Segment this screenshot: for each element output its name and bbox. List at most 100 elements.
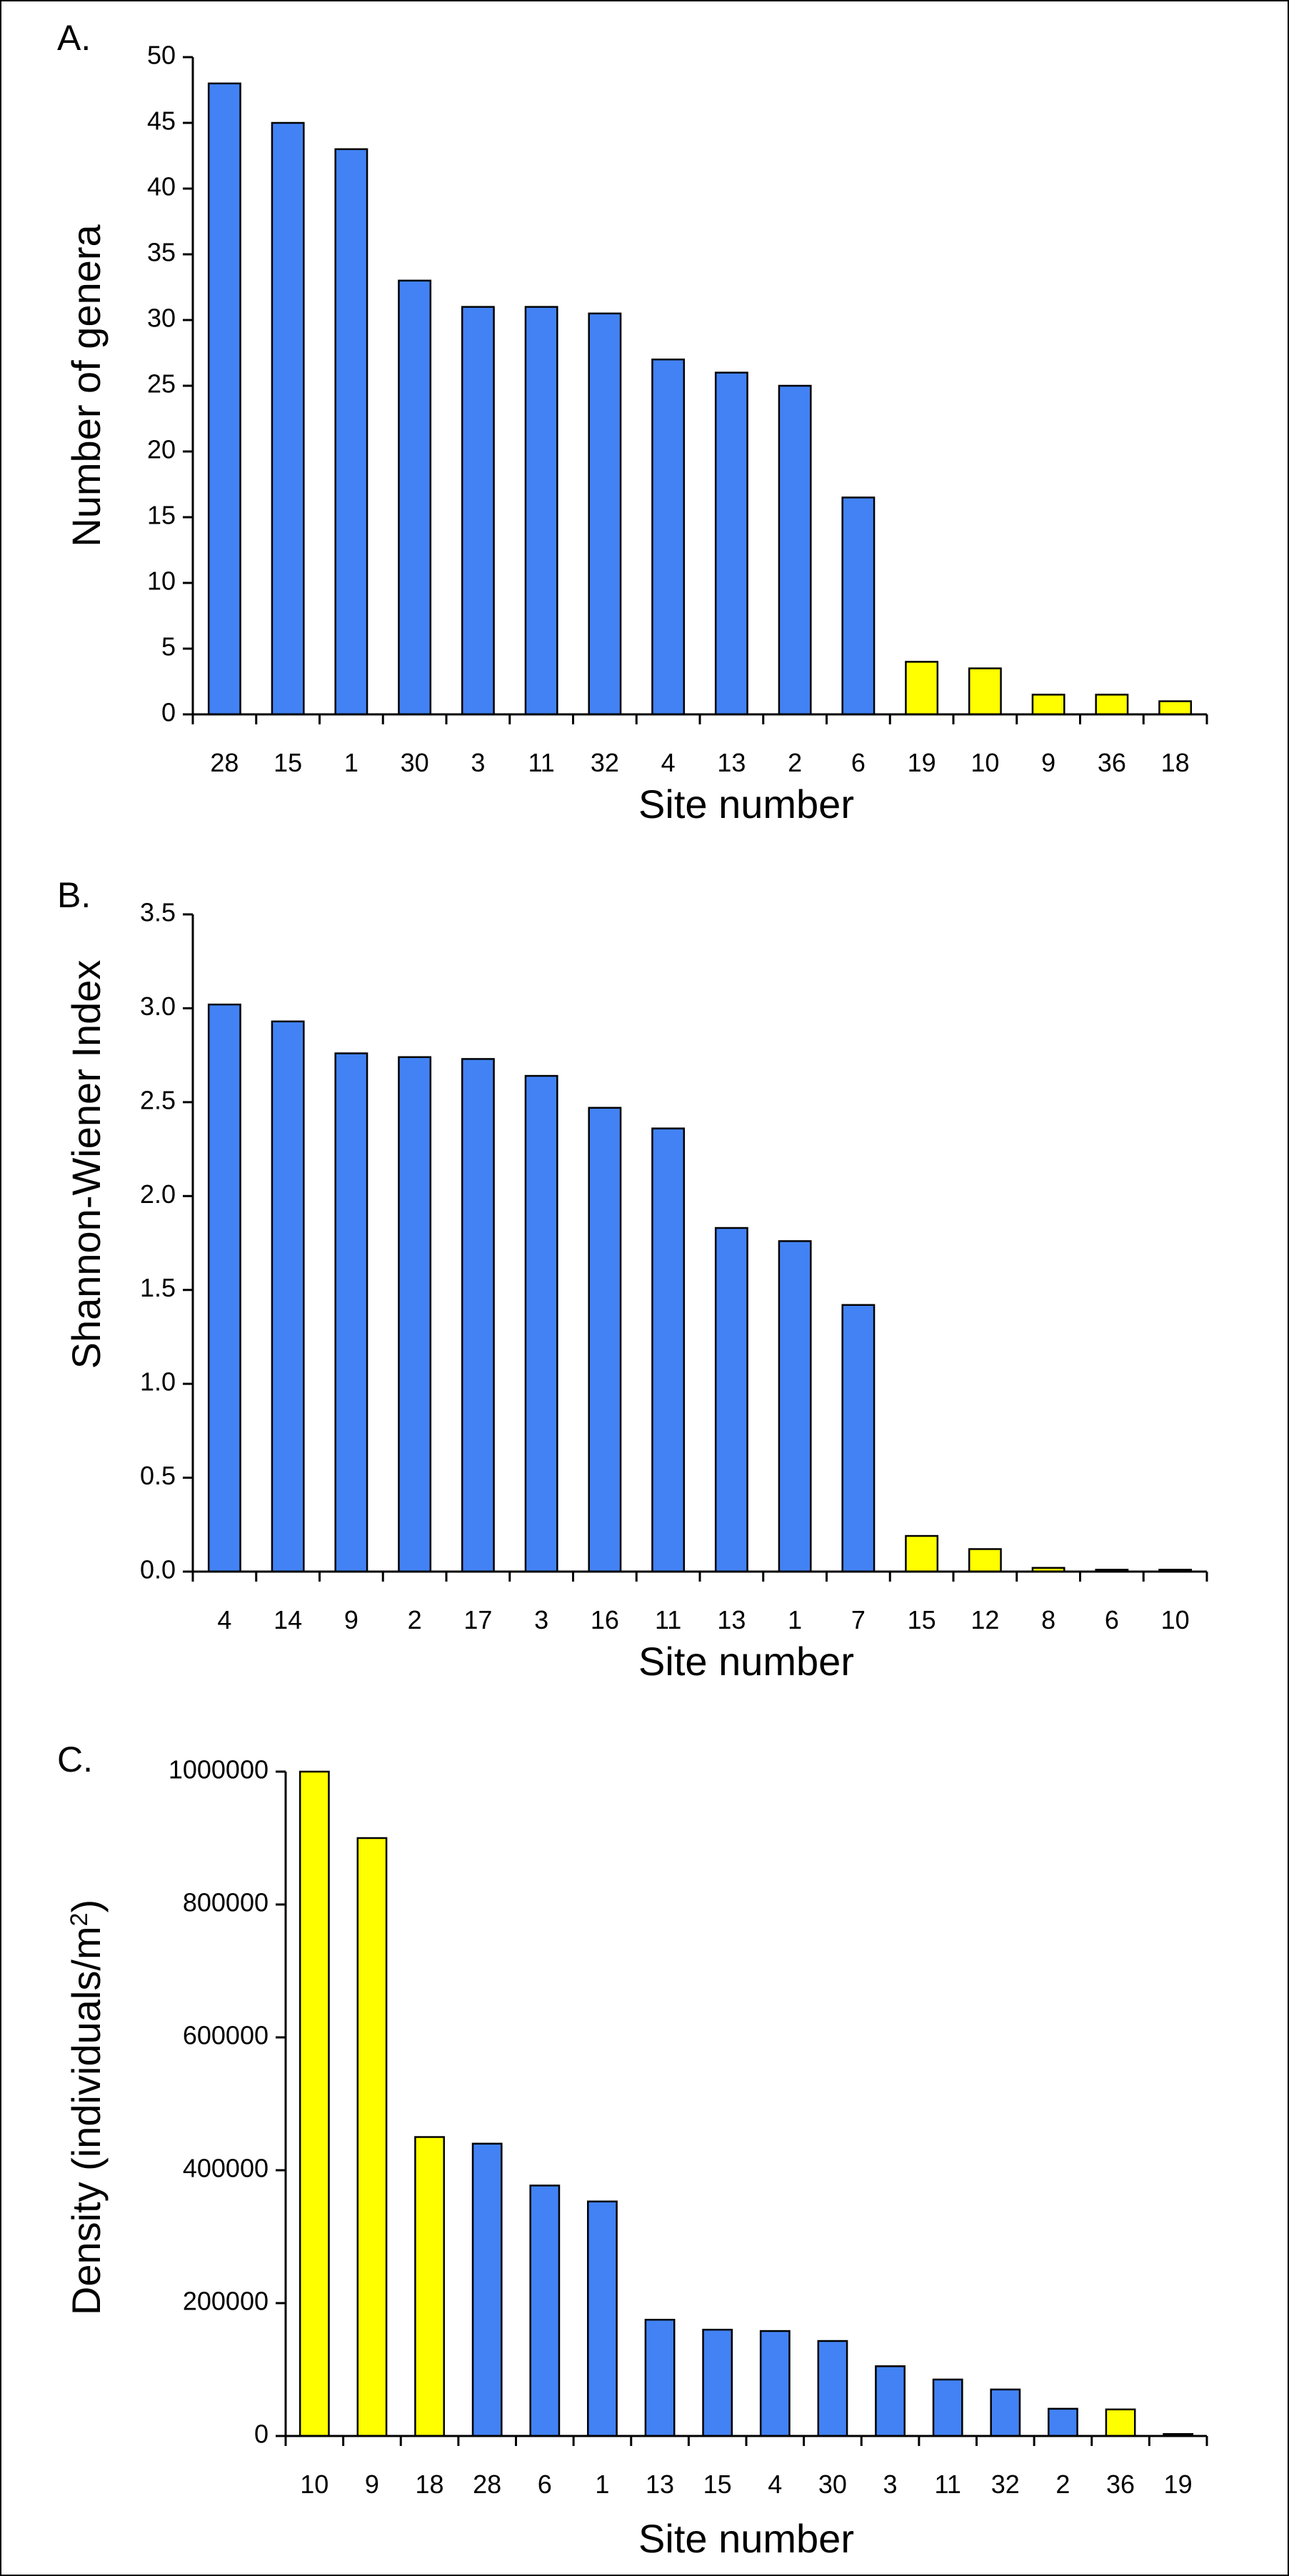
bar-a-site-6 [841, 496, 876, 716]
x-tick-label-c: 32 [991, 2470, 1020, 2499]
bar-a-site-4 [651, 358, 686, 716]
bar-b-site-7 [841, 1304, 876, 1573]
bar-b-site-12 [968, 1548, 1002, 1573]
x-tick-label-a: 13 [717, 748, 746, 777]
y-tick-label-a: 0 [161, 698, 176, 727]
bars-a [207, 82, 1193, 716]
y-tick-label-c: 800000 [183, 1888, 269, 1917]
x-tick-label-a: 1 [344, 748, 358, 777]
bar-a-site-1 [334, 148, 368, 716]
x-tick-label-c: 4 [768, 2470, 782, 2499]
x-tick-label-a: 32 [591, 748, 619, 777]
x-tick-label-c: 2 [1055, 2470, 1070, 2499]
y-tick-label-b: 2.5 [140, 1085, 176, 1114]
bar-b-site-13 [714, 1227, 748, 1573]
x-axis-b: 4 14 9 2 17 3 16 11 13 1 7 15 12 8 6 10 [191, 1570, 1208, 1634]
x-tick-label-c: 18 [416, 2470, 444, 2499]
x-tick-label-c: 9 [365, 2470, 379, 2499]
bar-a-site-3 [461, 306, 495, 716]
x-tick-label-b: 10 [1161, 1605, 1190, 1634]
y-tick-label-b: 1.5 [140, 1273, 176, 1302]
x-tick-label-b: 1 [788, 1605, 802, 1634]
bar-c-site-30 [817, 2340, 848, 2437]
x-tick-label-c: 36 [1106, 2470, 1135, 2499]
x-tick-label-b: 2 [408, 1605, 422, 1634]
x-tick-label-b: 6 [1105, 1605, 1119, 1634]
chart-panel-b: B. Shannon-Wiener Index Site number 0.00… [57, 875, 1208, 1684]
x-tick-label-b: 4 [217, 1605, 231, 1634]
bar-c-site-10 [299, 1770, 330, 2437]
chart-panel-c: C. Density (individuals/m2) Site number … [57, 1739, 1208, 2561]
y-tick-label-a: 5 [161, 632, 176, 662]
panel-letter-b: B. [57, 875, 91, 915]
bar-b-site-9 [334, 1052, 368, 1573]
x-tick-label-c: 6 [538, 2470, 552, 2499]
y-tick-label-a: 45 [147, 106, 176, 136]
bar-a-site-11 [524, 306, 558, 716]
x-tick-label-c: 28 [473, 2470, 501, 2499]
bar-a-site-30 [398, 279, 432, 716]
y-axis-title-c-main: Density (individuals/m [64, 1926, 109, 2315]
bar-a-site-15 [271, 121, 305, 716]
x-tick-label-a: 19 [908, 748, 936, 777]
bar-a-site-2 [778, 384, 812, 716]
x-tick-label-a: 36 [1098, 748, 1126, 777]
x-tick-label-a: 28 [210, 748, 239, 777]
bar-a-site-19 [905, 661, 939, 716]
chart-panel-a: A. Number of genera Site number 0 5 10 15 20… [57, 18, 1208, 827]
x-tick-label-b: 15 [908, 1605, 936, 1634]
x-tick-label-c: 30 [818, 2470, 847, 2499]
x-tick-label-a: 4 [661, 748, 676, 777]
bar-c-site-2 [1048, 2407, 1078, 2437]
bar-c-site-28 [471, 2142, 503, 2437]
x-axis-title-b: Site number [638, 1639, 854, 1684]
x-tick-label-a: 9 [1041, 748, 1055, 777]
x-tick-label-b: 7 [851, 1605, 866, 1634]
y-axis-title-a: Number of genera [64, 224, 109, 546]
y-tick-label-a: 40 [147, 172, 176, 201]
x-tick-label-b: 11 [655, 1605, 681, 1634]
bar-b-site-17 [461, 1058, 495, 1573]
y-tick-label-a: 35 [147, 238, 176, 267]
x-tick-label-a: 10 [970, 748, 999, 777]
y-tick-label-b: 3.5 [140, 898, 176, 927]
y-axis-title-c-superscript: 2 [66, 1913, 93, 1927]
x-tick-label-a: 30 [401, 748, 429, 777]
x-axis-c: 10 9 18 28 6 1 13 15 4 30 3 11 32 2 36 19 [284, 2435, 1208, 2499]
bar-b-site-3 [524, 1074, 558, 1573]
x-tick-label-a: 18 [1161, 748, 1190, 777]
y-tick-label-c: 1000000 [169, 1755, 269, 1784]
y-tick-label-c: 0 [254, 2420, 269, 2449]
bar-a-site-13 [714, 371, 748, 716]
bar-b-site-14 [271, 1020, 305, 1573]
y-tick-label-b: 0.5 [140, 1461, 176, 1490]
bar-b-site-16 [588, 1107, 622, 1573]
bar-c-site-11 [932, 2378, 963, 2437]
y-tick-label-b: 3.0 [140, 992, 176, 1021]
bar-c-site-15 [702, 2328, 733, 2437]
y-tick-label-c: 200000 [183, 2287, 269, 2316]
bar-b-site-4 [207, 1003, 241, 1573]
panel-letter-c: C. [57, 1739, 93, 1779]
y-tick-label-a: 25 [147, 369, 176, 399]
x-tick-label-b: 17 [463, 1605, 492, 1634]
bar-c-site-13 [644, 2319, 676, 2437]
x-axis-a: 28 15 1 30 3 11 32 4 13 2 6 19 10 9 36 18 [191, 713, 1208, 777]
x-tick-label-a: 2 [788, 748, 802, 777]
panel-letter-a: A. [57, 18, 91, 58]
x-axis-title-c: Site number [638, 2516, 854, 2561]
bar-c-site-32 [990, 2388, 1021, 2437]
x-tick-label-b: 3 [534, 1605, 548, 1634]
y-tick-label-b: 0.0 [140, 1555, 176, 1584]
x-tick-label-b: 9 [344, 1605, 358, 1634]
x-tick-label-a: 15 [274, 748, 302, 777]
bar-a-site-32 [588, 312, 622, 716]
x-tick-label-c: 3 [883, 2470, 898, 2499]
y-axis-b: 0.0 0.5 1.0 1.5 2.0 2.5 3.0 3.5 [140, 898, 1207, 1584]
bar-c-site-3 [875, 2365, 906, 2437]
bar-a-site-9 [1031, 694, 1065, 716]
bar-b-site-2 [398, 1056, 432, 1573]
x-tick-label-b: 8 [1041, 1605, 1055, 1634]
bar-a-site-28 [207, 82, 241, 716]
